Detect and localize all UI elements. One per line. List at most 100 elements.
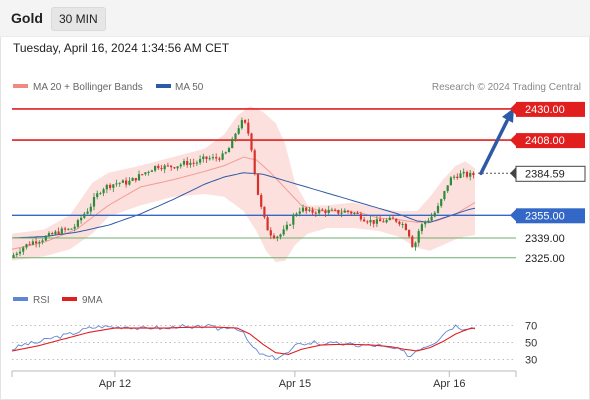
candle-body [128,180,131,185]
candle-body [356,213,359,214]
candle-body [430,216,433,221]
candle-body [359,213,362,220]
candle-body [424,221,427,225]
candle-body [182,161,186,165]
credit-text: Research © 2024 Trading Central [432,82,581,93]
candle-body [462,171,465,174]
candle-body [73,226,76,229]
candle-body [160,168,163,170]
rsi-legend-label: RSI [33,295,50,306]
candle-body [459,173,462,178]
candle-body [256,173,260,195]
candle-body [363,219,366,222]
level-label-2355.00: 2355.00 [525,210,565,222]
candle-body [199,159,202,163]
candle-body [353,213,356,214]
candle-body [31,241,34,245]
candle-body [301,207,305,212]
candle-body [22,247,25,252]
candle-body [318,209,321,214]
candle-body [224,152,227,154]
candle-body [163,165,166,170]
candle-body [375,219,378,224]
candle-body [141,174,144,176]
timeframe-badge[interactable]: 30 MIN [51,7,106,31]
candle-body [227,148,231,153]
candle-body [109,184,112,188]
candle-body [244,120,247,123]
candle-body [340,212,343,214]
candle-body [205,156,208,159]
candle-body [25,244,28,248]
rsi-tick-30: 30 [525,355,537,367]
candle-body [80,217,83,221]
level-label-2339.00: 2339.00 [525,233,565,245]
candle-body [263,206,266,218]
candle-body [372,220,375,224]
candle-body [456,176,459,178]
candle-body [401,224,404,225]
candle-body [147,171,150,173]
level-pointer [510,209,516,222]
candle-body [247,122,250,134]
candle-body [237,128,240,134]
candle-body [195,162,198,164]
ma20-legend-label: MA 20 + Bollinger Bands [33,82,143,93]
timestamp: Tuesday, April 16, 2024 1:34:56 AM CET [13,41,230,55]
level-label-2430.00: 2430.00 [525,104,565,116]
candle-body [170,165,173,168]
candle-body [176,166,179,169]
candle-body [89,206,92,212]
candle-body [86,211,89,214]
candle-body [131,178,134,181]
candle-body [96,193,99,197]
candle-body [221,153,224,160]
level-label-2384.59: 2384.59 [525,168,565,180]
candle-body [385,220,388,223]
candle-body [305,207,308,211]
candle-body [449,177,452,186]
candle-body [427,220,430,222]
candle-body [70,228,73,230]
rsi-ma-legend-label: 9MA [82,295,103,306]
ma50-legend-swatch [156,84,171,88]
bollinger-band-layer [12,106,475,263]
x-axis: Apr 12 Apr 15 Apr 16 [11,370,517,390]
candle-body [446,185,449,192]
candle-body [150,170,153,172]
level-label-2325.00: 2325.00 [525,253,565,265]
candle-body [388,217,391,220]
candle-body [121,180,124,183]
candle-body [314,212,317,214]
candle-body [272,235,276,239]
candle-body [234,133,237,139]
candle-body [391,217,395,219]
candle-body [240,120,243,129]
level-box-2355.00 [516,208,585,224]
candle-body [443,191,446,200]
candle-body [166,165,169,167]
level-pointer [510,102,516,115]
candle-body [60,228,63,234]
ma50-legend-label: MA 50 [175,82,204,93]
candle-body [408,230,411,237]
candle-body [469,172,472,177]
candle-body [231,138,234,149]
candle-body [137,174,141,181]
candle-body [472,172,475,175]
candle-body [173,167,176,169]
candle-body [414,242,417,248]
candle-body [366,221,369,223]
candles-layer [12,117,475,259]
candle-body [276,236,279,239]
candle-body [382,221,385,223]
candle-body [260,195,263,207]
candle-body [218,158,221,160]
candle-body [112,184,115,188]
candle-body [28,244,31,246]
level-pointer [510,167,516,180]
candle-body [115,183,118,185]
candle-body [67,228,70,230]
candle-body [269,230,272,236]
